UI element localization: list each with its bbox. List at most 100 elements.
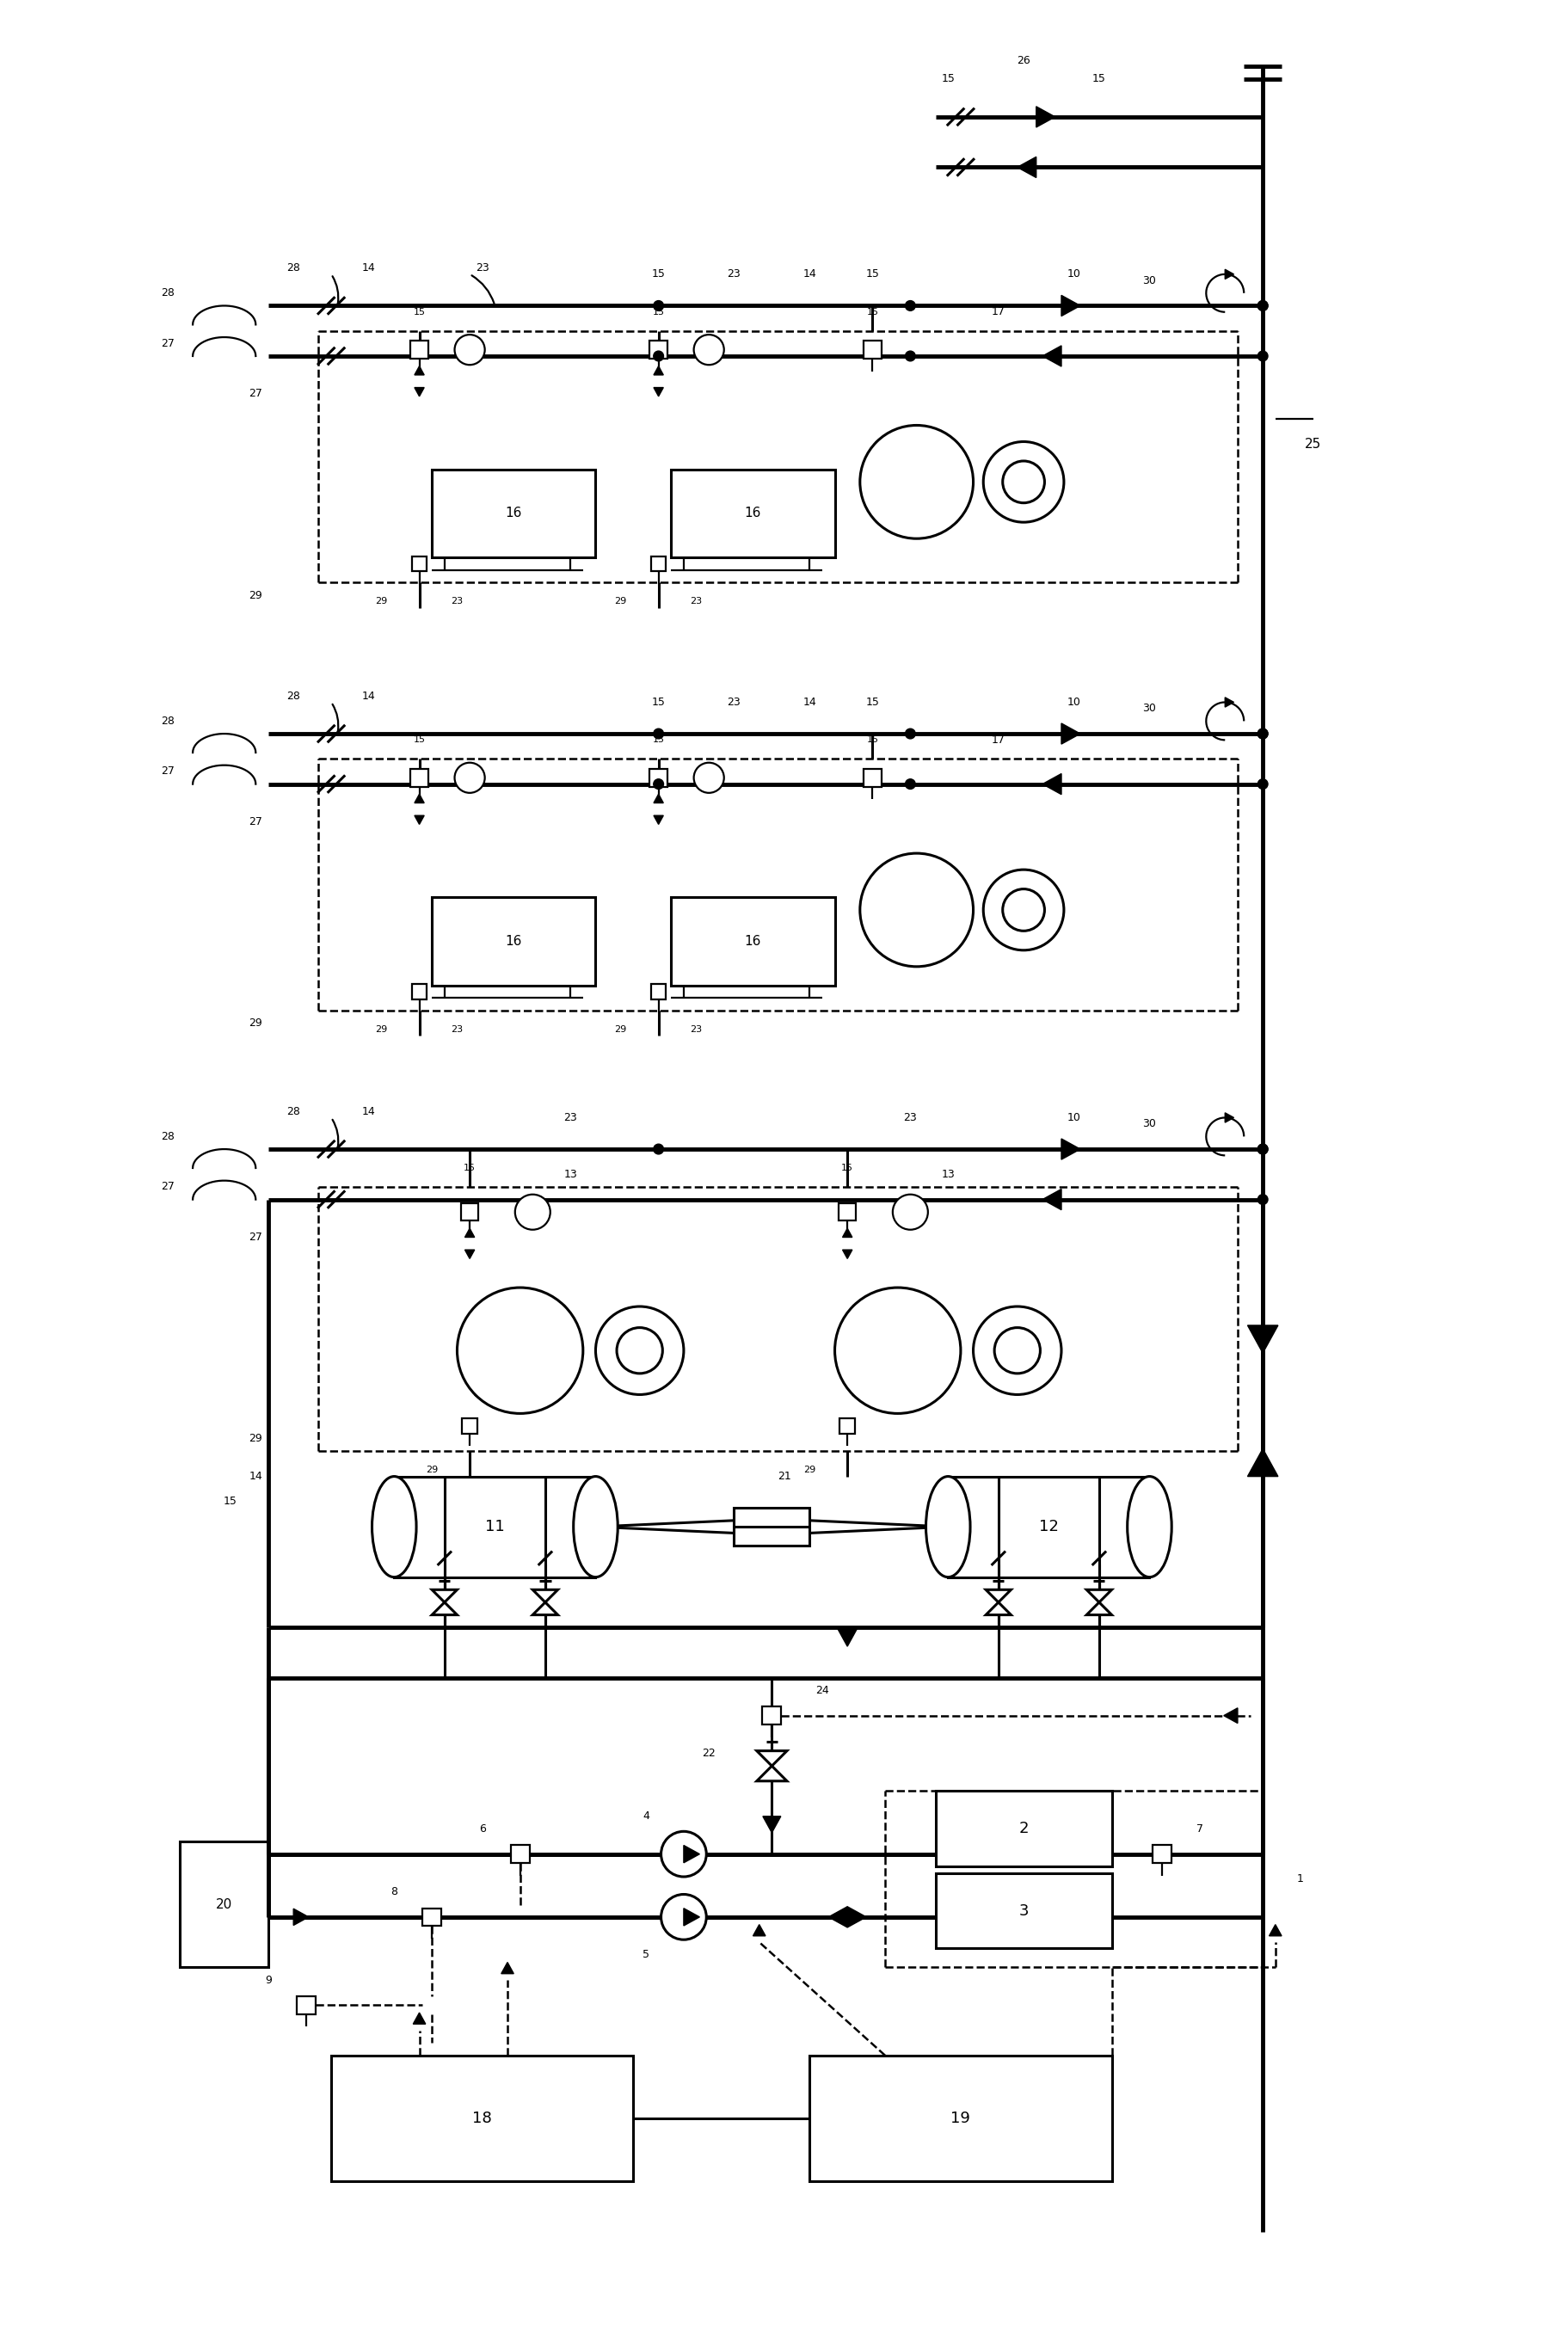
- Text: 29: 29: [249, 1018, 262, 1028]
- Text: 29: 29: [803, 1465, 815, 1474]
- Polygon shape: [414, 367, 423, 376]
- Text: 27: 27: [160, 339, 174, 348]
- Polygon shape: [1087, 1602, 1112, 1614]
- Text: 21: 21: [778, 1472, 790, 1481]
- Text: 23: 23: [728, 696, 740, 708]
- Text: 15: 15: [941, 72, 955, 84]
- Polygon shape: [1247, 1448, 1278, 1476]
- Ellipse shape: [372, 1476, 416, 1577]
- Text: 30: 30: [1142, 276, 1156, 285]
- Polygon shape: [684, 1909, 699, 1925]
- Text: 29: 29: [249, 589, 262, 600]
- Bar: [651, 983, 666, 1000]
- Bar: [411, 556, 426, 572]
- Circle shape: [859, 425, 972, 540]
- Bar: [411, 983, 426, 1000]
- Text: 19: 19: [950, 2112, 971, 2126]
- Circle shape: [693, 762, 723, 792]
- Text: 15: 15: [840, 1163, 853, 1173]
- Text: 16: 16: [745, 934, 760, 948]
- Text: 30: 30: [1142, 703, 1156, 715]
- Polygon shape: [1062, 1138, 1080, 1159]
- Polygon shape: [985, 1602, 1010, 1614]
- Bar: [1152, 1845, 1171, 1862]
- Text: 3: 3: [1018, 1904, 1029, 1918]
- Text: 15: 15: [866, 269, 880, 280]
- Text: 23: 23: [452, 598, 463, 605]
- Text: 30: 30: [1142, 1119, 1156, 1131]
- Text: 29: 29: [375, 598, 387, 605]
- Bar: [461, 1203, 478, 1222]
- Bar: [935, 1873, 1112, 1948]
- Polygon shape: [654, 794, 663, 804]
- Text: 16: 16: [745, 507, 760, 521]
- Circle shape: [616, 1327, 662, 1374]
- Text: 15: 15: [866, 736, 878, 745]
- Text: 15: 15: [1091, 72, 1105, 84]
- Text: 20: 20: [216, 1897, 232, 1911]
- Bar: [671, 897, 834, 986]
- Circle shape: [1258, 301, 1267, 311]
- Text: 28: 28: [287, 691, 299, 701]
- Polygon shape: [1062, 724, 1080, 745]
- Circle shape: [596, 1306, 684, 1395]
- Circle shape: [1258, 350, 1267, 362]
- Circle shape: [892, 1194, 927, 1229]
- Bar: [671, 470, 834, 558]
- Text: 29: 29: [615, 1026, 627, 1035]
- Bar: [510, 1845, 530, 1862]
- Text: 15: 15: [464, 1163, 475, 1173]
- Text: 29: 29: [249, 1432, 262, 1444]
- Text: 2: 2: [1018, 1822, 1029, 1836]
- Text: 16: 16: [505, 934, 522, 948]
- Bar: [734, 1507, 809, 1546]
- Circle shape: [905, 301, 914, 311]
- Text: 15: 15: [412, 736, 425, 745]
- Text: 16: 16: [505, 507, 522, 521]
- Polygon shape: [762, 1817, 781, 1834]
- Text: 28: 28: [287, 262, 299, 273]
- Circle shape: [660, 1831, 706, 1876]
- Polygon shape: [431, 1602, 456, 1614]
- Text: 27: 27: [249, 388, 262, 399]
- Polygon shape: [414, 794, 423, 804]
- Circle shape: [905, 350, 914, 362]
- Polygon shape: [293, 1909, 309, 1925]
- Text: 12: 12: [1038, 1518, 1058, 1535]
- Text: 18: 18: [472, 2112, 492, 2126]
- Bar: [331, 2056, 633, 2182]
- Circle shape: [654, 729, 663, 738]
- Circle shape: [1258, 778, 1267, 790]
- Text: 15: 15: [651, 269, 665, 280]
- Text: 29: 29: [425, 1465, 437, 1474]
- Circle shape: [1258, 729, 1267, 738]
- Bar: [762, 1708, 781, 1724]
- Bar: [411, 341, 428, 357]
- Text: 10: 10: [1066, 269, 1080, 280]
- Circle shape: [994, 1327, 1040, 1374]
- Text: 15: 15: [651, 696, 665, 708]
- Circle shape: [456, 1287, 583, 1413]
- Bar: [649, 769, 666, 787]
- Text: 23: 23: [563, 1112, 577, 1124]
- Polygon shape: [756, 1752, 787, 1766]
- Text: 26: 26: [1016, 54, 1030, 65]
- Polygon shape: [1041, 346, 1062, 367]
- Polygon shape: [828, 1906, 847, 1927]
- Circle shape: [1258, 729, 1267, 738]
- Text: 29: 29: [615, 598, 627, 605]
- Text: 27: 27: [249, 815, 262, 827]
- Circle shape: [654, 301, 663, 311]
- Circle shape: [1258, 1145, 1267, 1154]
- Polygon shape: [842, 1229, 851, 1238]
- Polygon shape: [414, 815, 423, 825]
- Polygon shape: [412, 2014, 425, 2023]
- Polygon shape: [1041, 1189, 1062, 1210]
- Circle shape: [1258, 1145, 1267, 1154]
- Circle shape: [859, 853, 972, 967]
- Circle shape: [1002, 890, 1044, 930]
- Polygon shape: [533, 1602, 558, 1614]
- Bar: [180, 1841, 268, 1967]
- Circle shape: [905, 778, 914, 790]
- Text: 6: 6: [478, 1824, 486, 1834]
